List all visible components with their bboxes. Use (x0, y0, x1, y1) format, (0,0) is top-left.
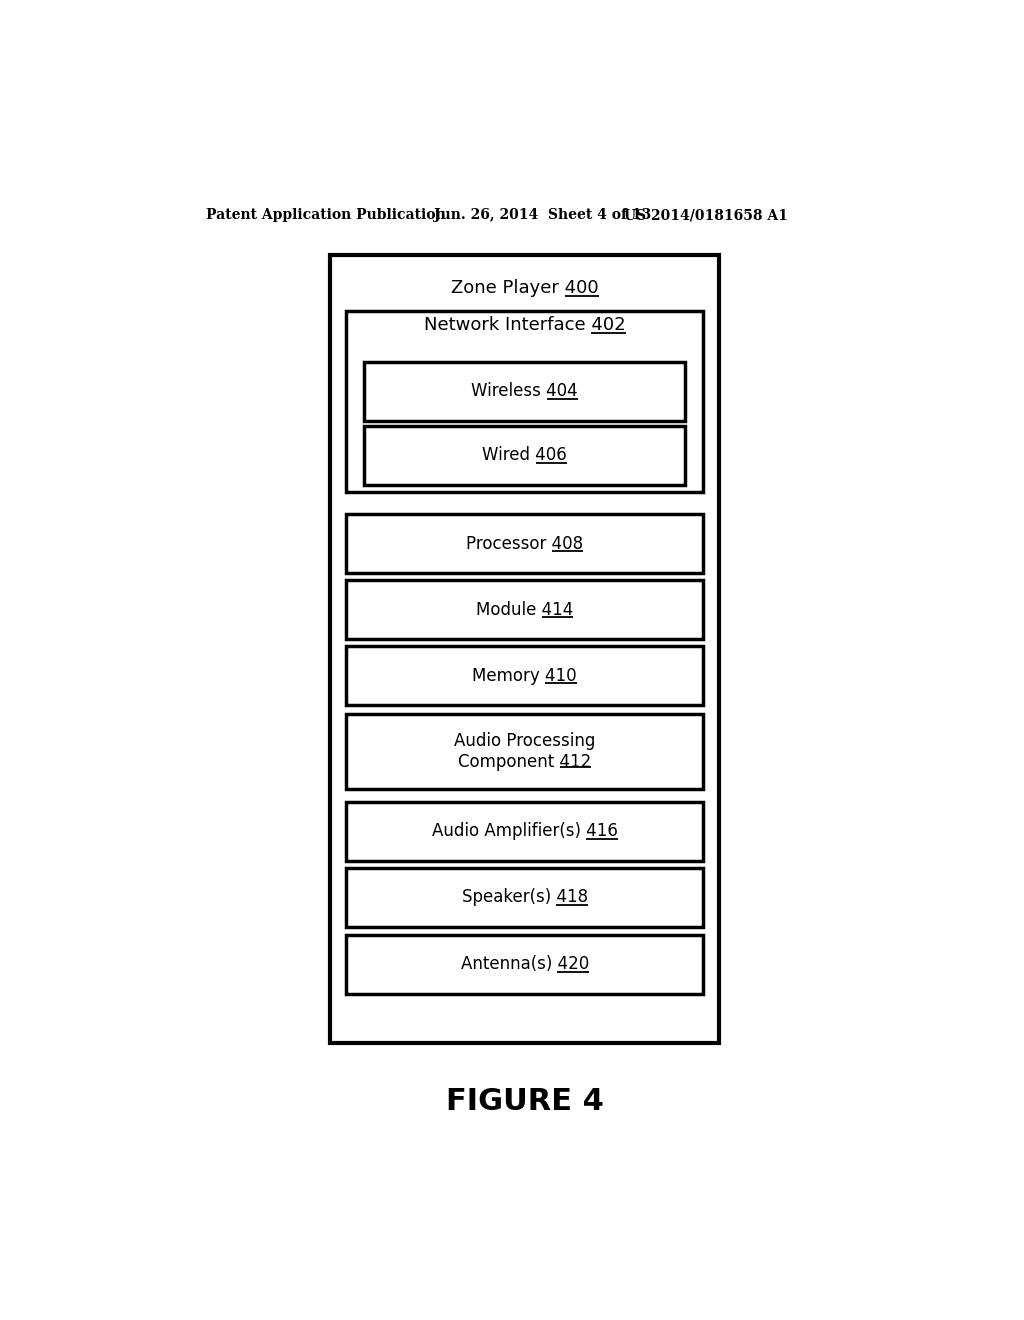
Text: Processor 408: Processor 408 (466, 535, 584, 553)
Text: Zone Player 400: Zone Player 400 (451, 280, 599, 297)
Text: FIGURE 4: FIGURE 4 (445, 1088, 604, 1117)
Bar (346, 867, 703, 927)
Text: Speaker(s) 418: Speaker(s) 418 (462, 888, 588, 907)
Bar (346, 935, 703, 994)
Text: Antenna(s) 420: Antenna(s) 420 (461, 956, 589, 973)
Text: Network Interface 402: Network Interface 402 (424, 315, 626, 334)
Text: Module 414: Module 414 (476, 601, 573, 619)
Text: Audio Processing
Component 412: Audio Processing Component 412 (454, 733, 596, 771)
Text: Memory 410: Memory 410 (472, 667, 578, 685)
Text: Wired 406: Wired 406 (482, 446, 567, 465)
Bar (346, 647, 703, 705)
Bar (346, 581, 703, 639)
Bar (365, 362, 685, 421)
Text: Wireless 404: Wireless 404 (471, 383, 579, 400)
Bar (365, 426, 685, 484)
Text: Jun. 26, 2014  Sheet 4 of 13: Jun. 26, 2014 Sheet 4 of 13 (433, 209, 651, 222)
Bar (331, 255, 719, 1043)
Bar (346, 714, 703, 788)
Bar (346, 801, 703, 861)
Text: US 2014/0181658 A1: US 2014/0181658 A1 (624, 209, 787, 222)
Bar (346, 513, 703, 573)
Bar (346, 312, 703, 492)
Text: Patent Application Publication: Patent Application Publication (206, 209, 445, 222)
Text: Audio Amplifier(s) 416: Audio Amplifier(s) 416 (432, 822, 617, 841)
